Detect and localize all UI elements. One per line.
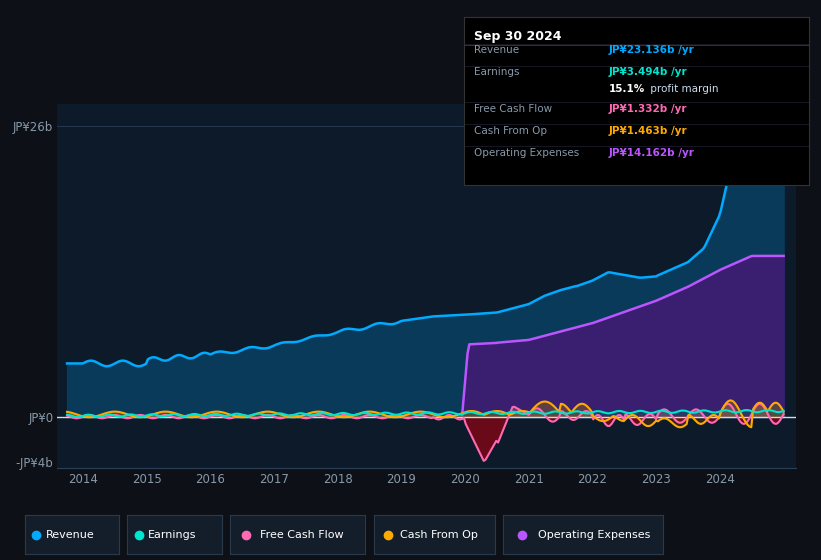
Text: Operating Expenses: Operating Expenses <box>475 148 580 158</box>
Text: Cash From Op: Cash From Op <box>401 530 478 540</box>
Text: Earnings: Earnings <box>475 67 520 77</box>
Text: Sep 30 2024: Sep 30 2024 <box>475 30 562 43</box>
Text: JP¥23.136b /yr: JP¥23.136b /yr <box>608 45 695 55</box>
Text: Revenue: Revenue <box>45 530 94 540</box>
Text: Free Cash Flow: Free Cash Flow <box>475 104 553 114</box>
Text: Revenue: Revenue <box>475 45 520 55</box>
Text: Free Cash Flow: Free Cash Flow <box>259 530 343 540</box>
Text: JP¥14.162b /yr: JP¥14.162b /yr <box>608 148 695 158</box>
Text: JP¥3.494b /yr: JP¥3.494b /yr <box>608 67 687 77</box>
Text: JP¥1.332b /yr: JP¥1.332b /yr <box>608 104 687 114</box>
Text: JP¥1.463b /yr: JP¥1.463b /yr <box>608 126 687 136</box>
Text: profit margin: profit margin <box>647 84 718 94</box>
Text: Earnings: Earnings <box>148 530 196 540</box>
Text: Cash From Op: Cash From Op <box>475 126 548 136</box>
Text: Operating Expenses: Operating Expenses <box>539 530 651 540</box>
Text: 15.1%: 15.1% <box>608 84 645 94</box>
